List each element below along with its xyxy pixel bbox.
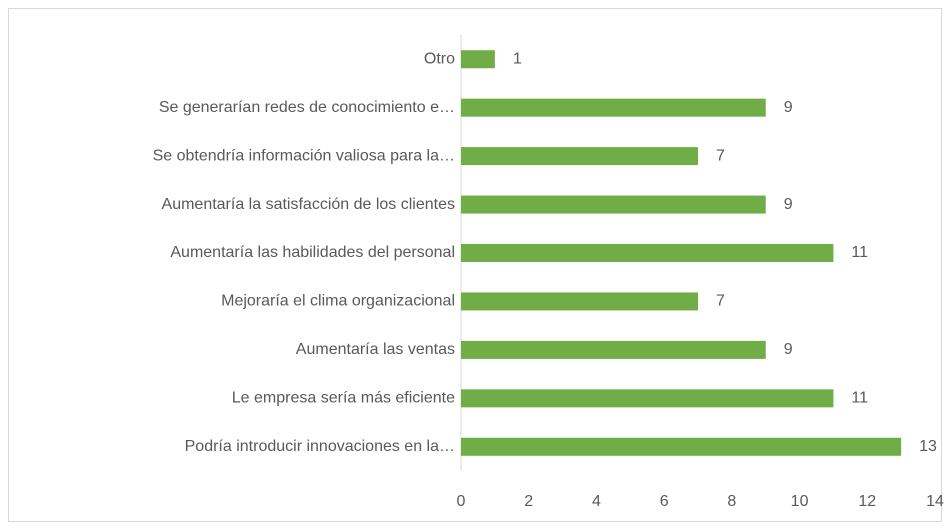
y-tick-label: Aumentaría las habilidades del personal	[170, 244, 455, 261]
bar	[461, 340, 766, 359]
y-tick-label: Mejoraría el clima organizacional	[221, 293, 455, 310]
x-tick-label: 2	[524, 493, 533, 510]
bar	[461, 50, 495, 69]
data-label: 11	[851, 244, 868, 261]
bar	[461, 195, 766, 214]
x-tick-label: 4	[592, 493, 601, 510]
bar	[461, 389, 834, 408]
x-tick-label: 12	[858, 493, 876, 510]
y-tick-label: Le empresa sería más eficiente	[232, 390, 455, 407]
data-label: 7	[716, 147, 725, 164]
x-tick-label: 10	[791, 493, 809, 510]
data-label: 9	[784, 99, 793, 116]
data-label: 9	[784, 341, 793, 358]
y-tick-label: Se generarían redes de conocimiento e…	[159, 99, 455, 116]
bar	[461, 147, 698, 166]
bar	[461, 292, 698, 311]
y-tick-label: Aumentaría las ventas	[296, 341, 455, 358]
data-label: 7	[716, 293, 725, 310]
data-label: 13	[919, 438, 937, 455]
data-label: 9	[784, 196, 793, 213]
data-label: 11	[851, 390, 868, 407]
bar	[461, 98, 766, 117]
y-tick-label: Se obtendría información valiosa para la…	[153, 147, 455, 164]
data-label: 1	[513, 50, 522, 67]
y-tick-label: Otro	[424, 50, 455, 67]
x-tick-label: 8	[727, 493, 736, 510]
x-tick-label: 0	[457, 493, 466, 510]
chart-border	[8, 8, 942, 522]
y-tick-label: Aumentaría la satisfacción de los client…	[162, 196, 455, 213]
bar	[461, 244, 834, 262]
bar	[461, 437, 902, 456]
x-tick-label: 14	[926, 493, 944, 510]
x-tick-label: 6	[660, 493, 669, 510]
y-tick-label: Podría introducir innovaciones en la…	[185, 438, 455, 455]
